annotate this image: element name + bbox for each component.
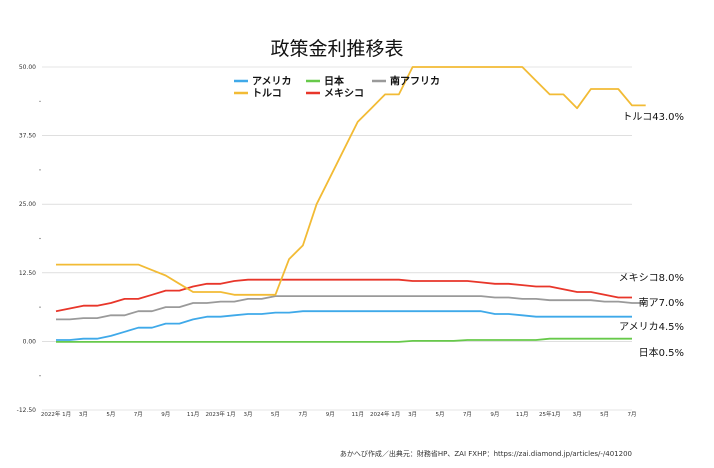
end-labels: トルコ43.0% メキシコ8.0% 南ア7.0% アメリカ4.5% 日本0.5% <box>619 112 684 359</box>
series-line-0 <box>56 310 632 341</box>
y-minor-tick <box>39 306 41 308</box>
x-tick-label: 25年1月 <box>539 410 561 418</box>
y-minor-tick <box>39 100 41 102</box>
y-tick-label: -12.50 <box>17 407 37 414</box>
series-line-4 <box>55 278 632 313</box>
x-tick-label: 2024年 1月 <box>370 410 400 418</box>
x-tick-label: 11月 <box>516 411 529 418</box>
y-tick-label: 50.00 <box>19 64 36 71</box>
legend-label: 南アフリカ <box>390 75 440 88</box>
x-tick-label: 5月 <box>271 411 280 418</box>
y-minor-tick <box>39 169 41 171</box>
series-line-3 <box>56 66 646 296</box>
x-tick-label: 9月 <box>161 411 170 418</box>
x-tick-label: 9月 <box>326 411 335 418</box>
series-lines <box>55 66 646 343</box>
chart-title: 政策金利推移表 <box>270 38 403 60</box>
legend-label: メキシコ <box>324 88 364 100</box>
x-tick-label: 3月 <box>79 411 88 418</box>
y-tick-label: 0.00 <box>23 338 37 345</box>
end-label: メキシコ8.0% <box>619 273 684 284</box>
x-tick-label: 5月 <box>436 411 445 418</box>
x-tick-label: 2023年 1月 <box>205 410 235 418</box>
source-note: あかへび作成／出典元：財務省HP、ZAI FXHP：https://zai.di… <box>340 449 632 458</box>
y-tick-label: 12.50 <box>19 270 36 277</box>
x-tick-label: 3月 <box>244 411 253 418</box>
grid <box>42 66 632 411</box>
legend-label: 日本 <box>324 75 345 88</box>
x-tick-label: 7月 <box>298 411 307 418</box>
x-tick-label: 5月 <box>106 411 115 418</box>
legend-label: トルコ <box>252 88 282 100</box>
end-label: トルコ43.0% <box>622 112 684 123</box>
y-minor-tick <box>39 375 41 377</box>
x-tick-label: 11月 <box>187 411 200 418</box>
legend-label: アメリカ <box>252 76 292 88</box>
x-tick-label: 9月 <box>490 411 499 418</box>
y-tick-label: 37.50 <box>19 133 36 140</box>
x-axis: 2022年 1月 3月 5月 7月 9月 11月 2023年 1月 3月 5月 7月 9月 11月 20… <box>41 410 637 418</box>
x-tick-label: 7月 <box>628 411 637 418</box>
x-tick-label: 3月 <box>573 411 582 418</box>
series-line-2 <box>56 295 646 321</box>
x-tick-label: 2022年 1月 <box>41 410 71 418</box>
x-tick-label: 5月 <box>600 411 609 418</box>
end-label: 日本0.5% <box>639 346 684 359</box>
x-tick-label: 7月 <box>134 411 143 418</box>
end-label: 南ア7.0% <box>639 296 684 309</box>
x-tick-label: 7月 <box>463 411 472 418</box>
x-tick-label: 3月 <box>408 411 417 418</box>
end-label: アメリカ4.5% <box>619 321 684 333</box>
y-minor-tick <box>39 237 41 240</box>
x-tick-label: 11月 <box>351 411 364 418</box>
y-axis: -12.50 0.00 12.50 25.00 37.50 50.00 <box>17 64 41 414</box>
series-line-1 <box>56 337 632 343</box>
y-tick-label: 25.00 <box>19 201 36 208</box>
